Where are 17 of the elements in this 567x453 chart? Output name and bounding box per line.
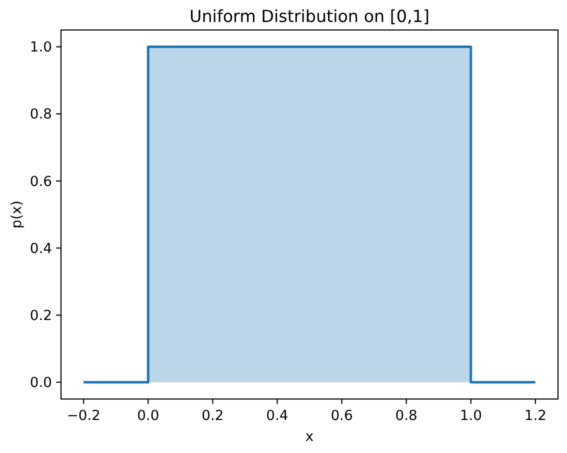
x-tick-label: 0.4 — [266, 408, 288, 424]
x-tick-label: 0.8 — [395, 408, 418, 424]
y-tick-label: 0.2 — [30, 308, 52, 324]
x-tick-label: 1.0 — [460, 408, 482, 424]
x-tick-label: −0.2 — [66, 408, 100, 424]
y-tick-label: 1.0 — [30, 40, 52, 56]
x-tick-label: 0.2 — [202, 408, 224, 424]
chart-title: Uniform Distribution on [0,1] — [190, 6, 430, 26]
y-tick-label: 0.8 — [30, 106, 52, 123]
y-tick-label: 0.0 — [30, 375, 52, 392]
x-tick-label: 1.2 — [524, 408, 546, 424]
y-tick-label: 0.4 — [30, 240, 52, 257]
x-axis-title: x — [305, 429, 314, 445]
y-axis-title: p(x) — [9, 200, 25, 228]
y-tick-label: 0.6 — [30, 174, 52, 190]
x-tick-label: 0.0 — [137, 408, 160, 424]
x-tick-label: 0.6 — [330, 408, 353, 424]
